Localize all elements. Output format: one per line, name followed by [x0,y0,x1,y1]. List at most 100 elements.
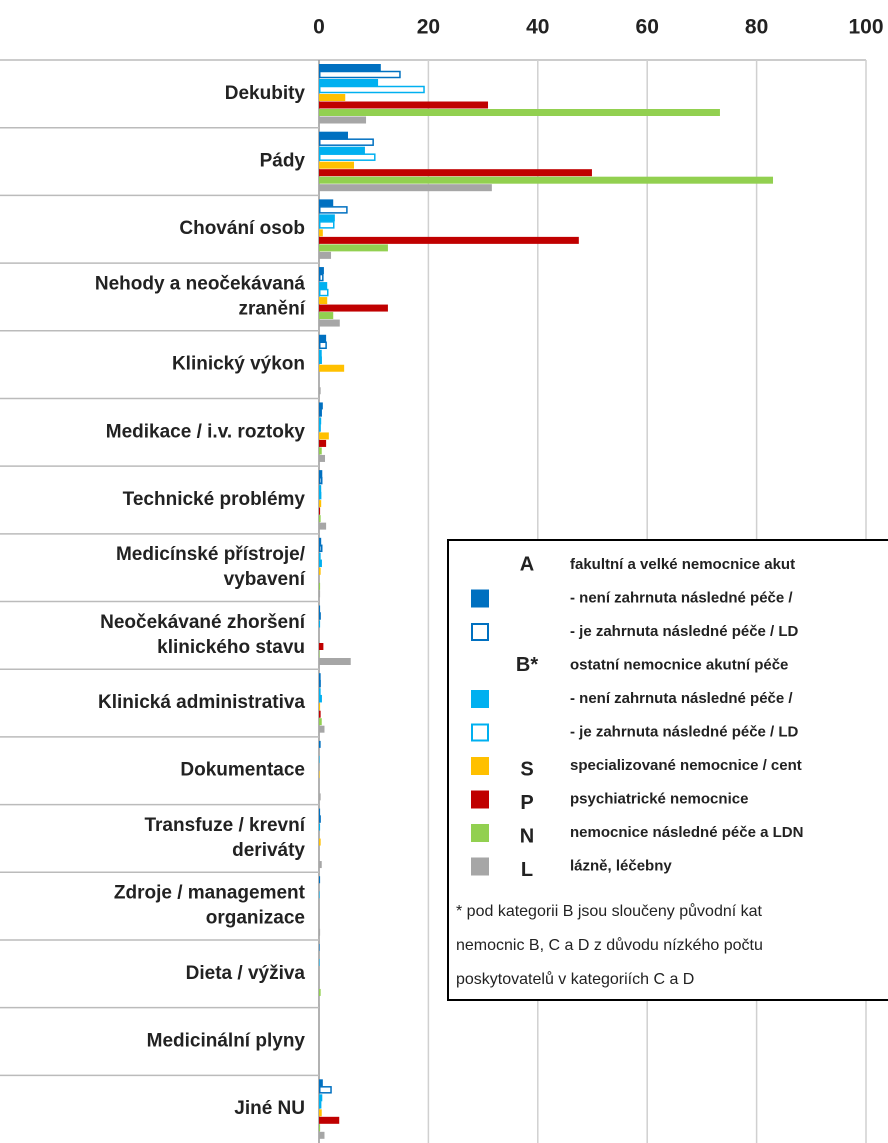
footnote: * pod kategorii B jsou sloučeny původní … [456,902,763,920]
bar [319,650,320,658]
bar [319,522,327,530]
bar [319,1109,322,1117]
bar [319,417,322,425]
bar [319,94,346,101]
y-tick-label: Chování osob [179,218,305,239]
y-tick-label: Neočekávané zhoršení klinického stavu [100,612,306,658]
bar [319,341,327,349]
bar [319,101,489,109]
legend-swatch [471,757,489,775]
bar [319,710,321,718]
bar [319,109,720,116]
bar [319,996,320,1004]
bar [319,79,379,86]
bar [319,507,321,515]
y-tick-label: Klinická administrativa [98,692,305,713]
bar [319,138,374,146]
legend-swatch [471,857,489,876]
bar [319,146,365,154]
y-tick-label: Klinický výkon [172,354,305,375]
bar [319,544,323,553]
bar [319,297,328,305]
bar [319,64,381,71]
y-tick-label: Medicínské přístroje/vybavení [116,544,306,590]
bar [319,319,340,327]
bar [319,928,321,936]
bar [319,267,324,275]
bar [319,725,325,733]
bar [319,552,321,560]
bar [319,718,322,726]
bar [319,740,321,748]
bar [319,70,401,79]
y-tick-label: Zdroje / management organizace [114,883,306,929]
bar [319,620,321,628]
bar [319,838,321,846]
footnote: poskytovatelů v kategoriích C a D [456,970,694,988]
legend-letter: N [520,825,534,847]
x-tick-label: 60 [636,16,659,39]
bar [319,491,322,500]
x-tick-label: 0 [313,16,325,39]
bar [319,184,492,192]
legend-label: nemocnice následné péče a LDN [570,824,803,841]
bar [319,244,388,252]
y-tick-label: Nehody a neočekávaná zranění [95,273,306,319]
bar [319,1086,332,1094]
bar [319,703,321,711]
bar [319,176,774,184]
bar [319,251,332,259]
legend-label: - není zahrnuta následné péče / [570,589,793,606]
legend-swatch [471,690,489,708]
bar [319,199,334,207]
legend-label: psychiatrické nemocnice [570,790,748,807]
bar [319,673,321,681]
bar [319,861,322,869]
bar [319,476,323,485]
bar [319,891,320,899]
bar [319,1101,322,1109]
y-tick-label: Medikace / i.v. roztoky [106,421,306,442]
bar [319,808,321,816]
bar [319,364,345,372]
bar [319,755,320,763]
bar [319,349,322,357]
bar [319,567,321,575]
bar [319,1079,323,1087]
bar [319,288,329,297]
legend-swatch [471,723,489,742]
bar [319,470,323,478]
bar [319,304,388,312]
bar [319,356,322,364]
y-tick-label: Pády [260,151,306,172]
y-tick-label: Medicinální plyny [147,1030,306,1051]
legend-label: - není zahrnuta následné péče / [570,690,793,707]
x-tick-label: 20 [417,16,440,39]
bar [319,334,327,342]
bar [319,221,335,229]
legend-letter: L [521,859,533,881]
legend-label: lázně, léčebny [570,857,672,874]
y-tick-label: Dokumentace [180,760,305,781]
y-tick-label: Jiné NU [234,1098,305,1119]
legend-swatch [471,589,489,608]
bar [319,282,328,290]
bar [319,590,321,598]
legend-group-letter: A [520,553,534,575]
bar [319,153,376,161]
bar [319,643,324,650]
legend-swatch [471,824,489,842]
legend-letter: S [520,758,533,780]
y-tick-label: Dieta / výživa [186,963,306,984]
y-tick-label: Technické problémy [123,489,306,510]
legend-swatch [471,623,489,641]
bar [319,387,321,395]
bar [319,582,321,590]
bar [319,116,367,124]
bar [319,688,321,696]
bar [319,214,335,222]
bar [319,454,326,462]
y-tick-label: Dekubity [225,83,306,104]
bar [319,206,348,214]
bar [319,161,355,169]
